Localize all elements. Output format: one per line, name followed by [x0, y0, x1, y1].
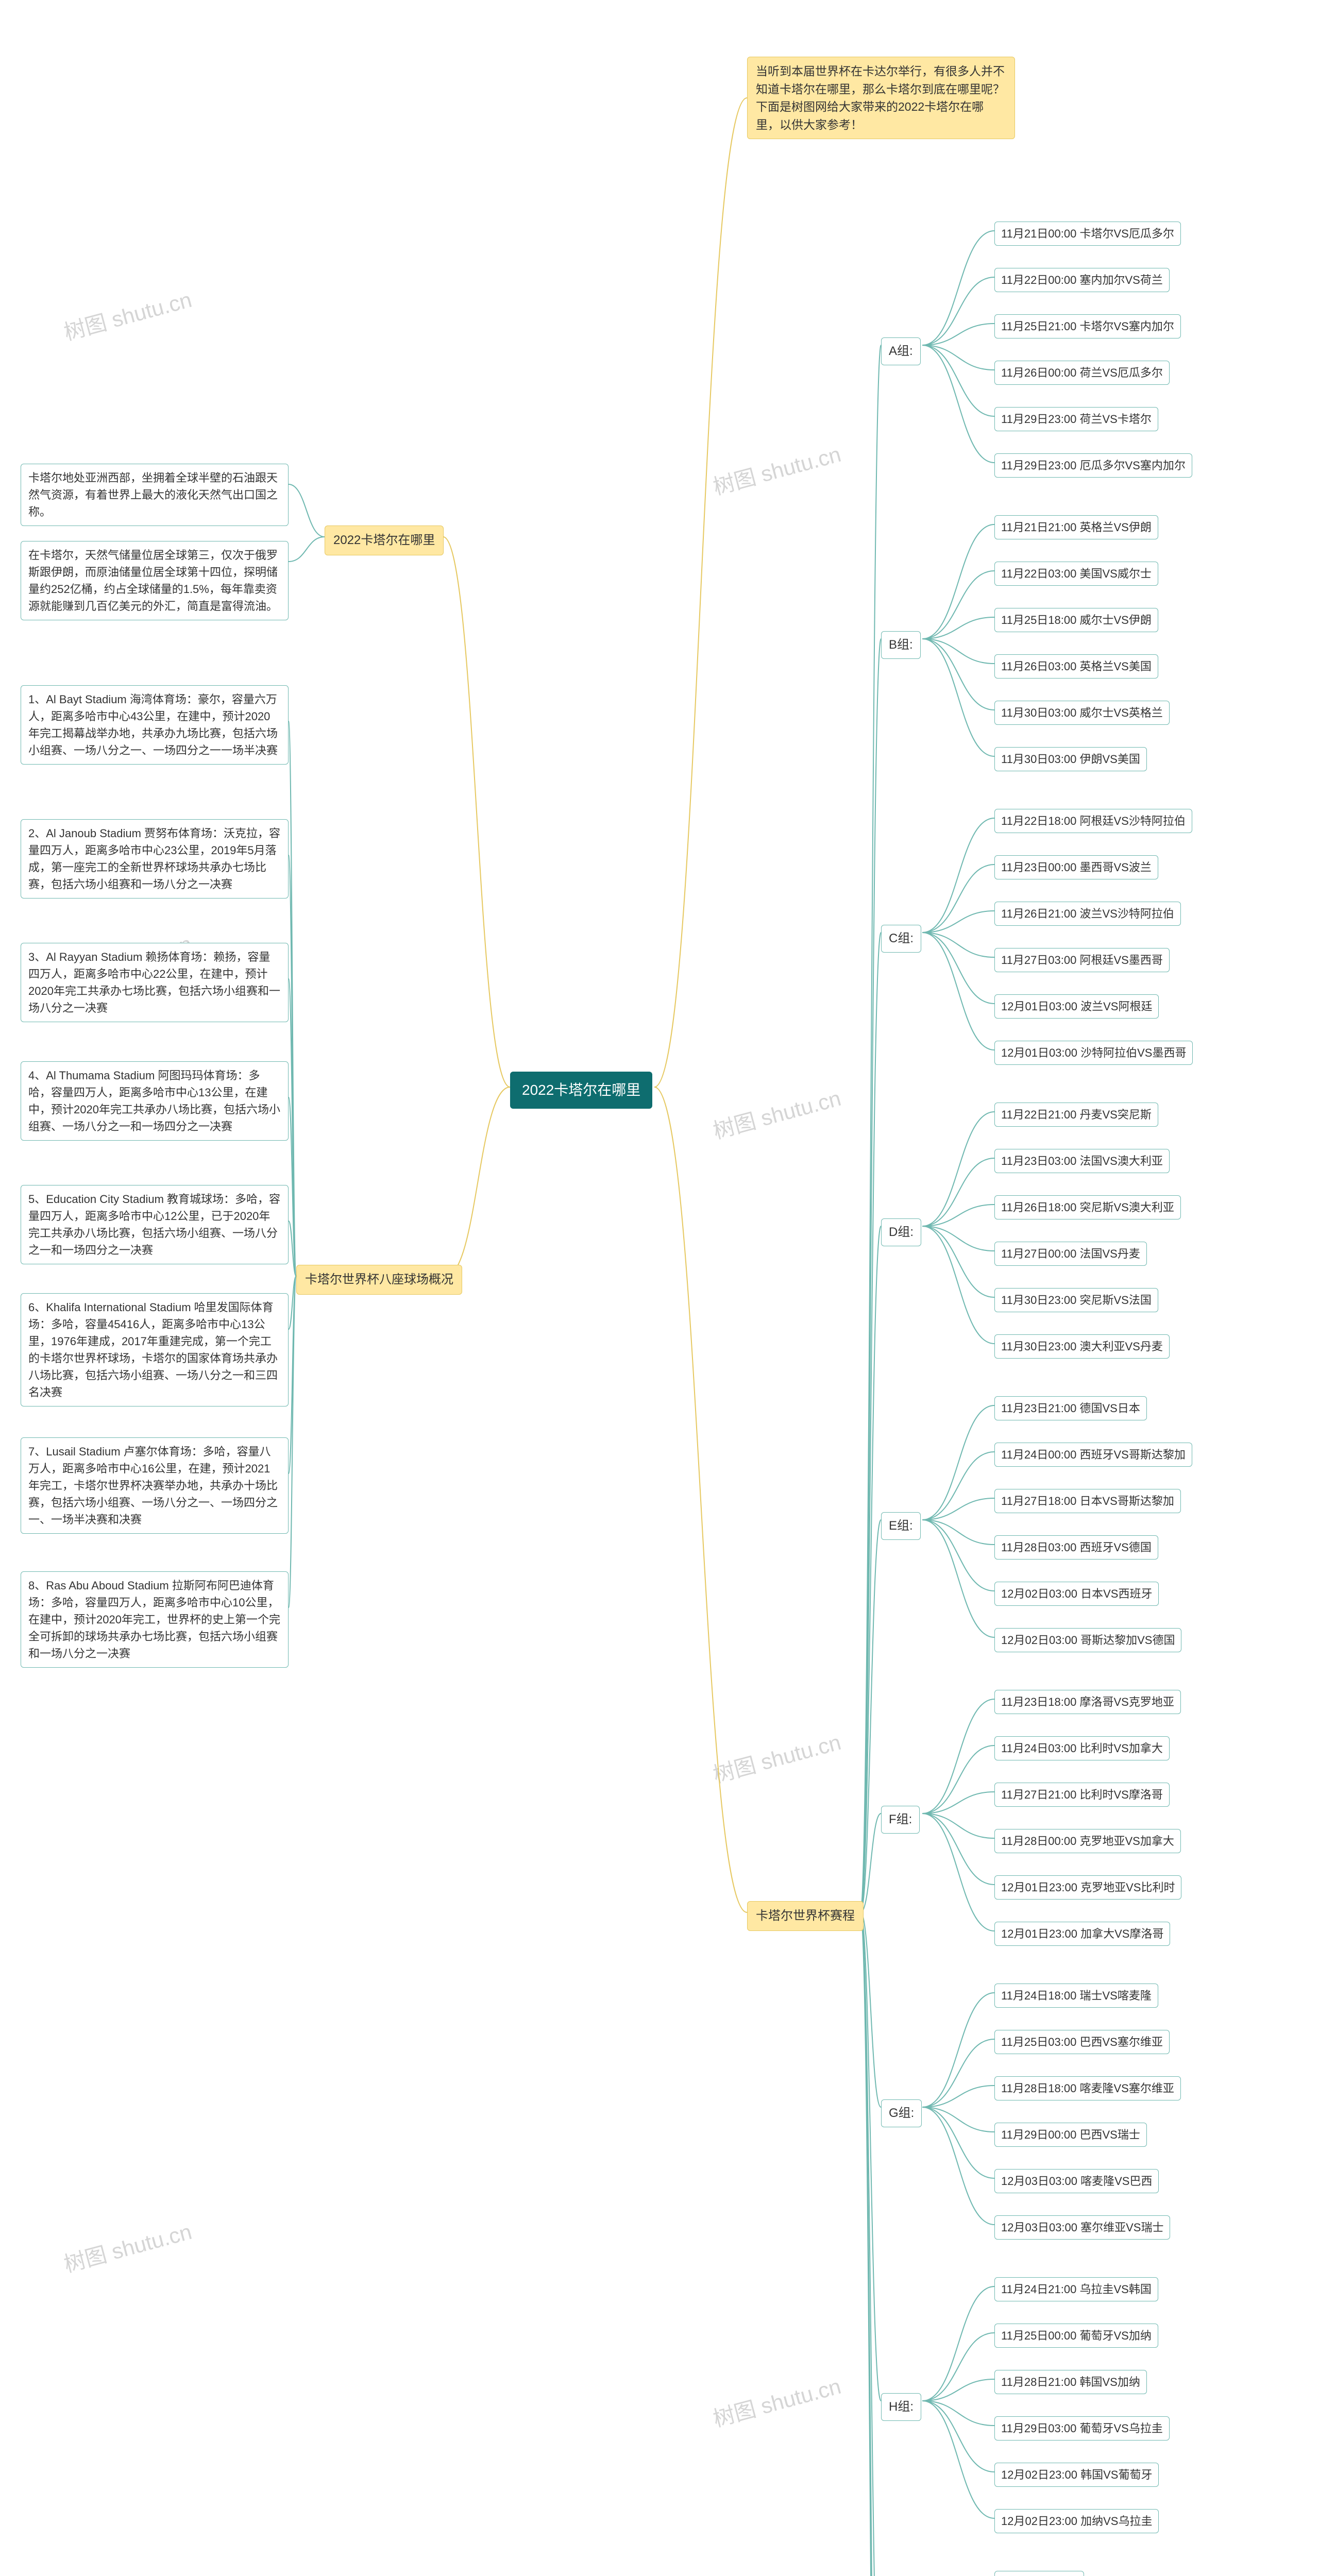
match-G-2: 11月28日18:00 喀麦隆VS塞尔维亚	[994, 2076, 1181, 2100]
match-E-2: 11月27日18:00 日本VS哥斯达黎加	[994, 1489, 1181, 1513]
group-G: G组:	[881, 2099, 922, 2127]
match-B-4: 11月30日03:00 威尔士VS英格兰	[994, 701, 1170, 725]
match-H-2: 11月28日21:00 韩国VS加纳	[994, 2370, 1147, 2394]
where-item-0: 卡塔尔地处亚洲西部，坐拥着全球半壁的石油跟天然气资源，有着世界上最大的液化天然气…	[21, 464, 289, 526]
match-H-1: 11月25日00:00 葡萄牙VS加纳	[994, 2324, 1158, 2348]
match-E-5: 12月02日03:00 哥斯达黎加VS德国	[994, 1628, 1181, 1652]
match-H-5: 12月02日23:00 加纳VS乌拉圭	[994, 2509, 1159, 2533]
match-B-3: 11月26日03:00 英格兰VS美国	[994, 654, 1158, 679]
intro-node: 当听到本届世界杯在卡达尔举行，有很多人并不知道卡塔尔在哪里，那么卡塔尔到底在哪里…	[747, 57, 1015, 139]
match-D-5: 11月30日23:00 澳大利亚VS丹麦	[994, 1334, 1170, 1359]
stadium-5: 6、Khalifa International Stadium 哈里发国际体育场…	[21, 1293, 289, 1406]
stadium-6: 7、Lusail Stadium 卢塞尔体育场：多哈，容量八万人，距离多哈市中心…	[21, 1437, 289, 1534]
match-B-0: 11月21日21:00 英格兰VS伊朗	[994, 515, 1158, 539]
stadium-7: 8、Ras Abu Aboud Stadium 拉斯阿布阿巴迪体育场：多哈，容量…	[21, 1571, 289, 1668]
match-C-4: 12月01日03:00 波兰VS阿根廷	[994, 994, 1159, 1019]
match-D-0: 11月22日21:00 丹麦VS突尼斯	[994, 1103, 1158, 1127]
match-G-3: 11月29日00:00 巴西VS瑞士	[994, 2123, 1147, 2147]
group-F: F组:	[881, 1806, 920, 1834]
match-E-3: 11月28日03:00 西班牙VS德国	[994, 1535, 1158, 1560]
group-C: C组:	[881, 925, 921, 953]
stadium-0: 1、Al Bayt Stadium 海湾体育场：豪尔，容量六万人，距离多哈市中心…	[21, 685, 289, 765]
stadium-4: 5、Education City Stadium 教育城球场：多哈，容量四万人，…	[21, 1185, 289, 1264]
match-F-5: 12月01日23:00 加拿大VS摩洛哥	[994, 1922, 1170, 1946]
match-A-4: 11月29日23:00 荷兰VS卡塔尔	[994, 407, 1158, 431]
match-H-3: 11月29日03:00 葡萄牙VS乌拉圭	[994, 2416, 1170, 2441]
where-label: 2022卡塔尔在哪里	[325, 526, 444, 555]
match-H-0: 11月24日21:00 乌拉圭VS韩国	[994, 2277, 1158, 2301]
match-D-3: 11月27日00:00 法国VS丹麦	[994, 1242, 1147, 1266]
match-G-1: 11月25日03:00 巴西VS塞尔维亚	[994, 2030, 1170, 2054]
watermark: 树图 shutu.cn	[60, 2214, 195, 2279]
group-B: B组:	[881, 631, 921, 659]
group-D: D组:	[881, 1218, 921, 1246]
watermark: 树图 shutu.cn	[709, 2369, 844, 2433]
schedule-label: 卡塔尔世界杯赛程	[747, 1901, 864, 1931]
match-B-2: 11月25日18:00 威尔士VS伊朗	[994, 608, 1158, 632]
match-C-5: 12月01日03:00 沙特阿拉伯VS墨西哥	[994, 1041, 1193, 1065]
stadium-3: 4、Al Thumama Stadium 阿图玛玛体育场：多哈，容量四万人，距离…	[21, 1061, 289, 1141]
stadium-2: 3、Al Rayyan Stadium 赖扬体育场：赖扬，容量四万人，距离多哈市…	[21, 943, 289, 1022]
watermark: 树图 shutu.cn	[60, 282, 195, 347]
match-E-0: 11月23日21:00 德国VS日本	[994, 1396, 1147, 1420]
group-H: H组:	[881, 2393, 921, 2421]
match-D-1: 11月23日03:00 法国VS澳大利亚	[994, 1149, 1170, 1173]
match-C-3: 11月27日03:00 阿根廷VS墨西哥	[994, 948, 1170, 972]
group-E: E组:	[881, 1512, 921, 1540]
match-A-2: 11月25日21:00 卡塔尔VS塞内加尔	[994, 314, 1181, 338]
match-F-2: 11月27日21:00 比利时VS摩洛哥	[994, 1783, 1170, 1807]
match-E-1: 11月24日00:00 西班牙VS哥斯达黎加	[994, 1443, 1192, 1467]
match-A-0: 11月21日00:00 卡塔尔VS厄瓜多尔	[994, 222, 1181, 246]
match-F-4: 12月01日23:00 克罗地亚VS比利时	[994, 1875, 1181, 1900]
where-item-1: 在卡塔尔，天然气储量位居全球第三，仅次于俄罗斯跟伊朗，而原油储量位居全球第十四位…	[21, 541, 289, 620]
watermark: 树图 shutu.cn	[709, 437, 844, 501]
match-B-5: 11月30日03:00 伊朗VS美国	[994, 747, 1147, 771]
stadium-1: 2、Al Janoub Stadium 贾努布体育场：沃克拉，容量四万人，距离多…	[21, 819, 289, 899]
match-E-4: 12月02日03:00 日本VS西班牙	[994, 1582, 1159, 1606]
match-A-3: 11月26日00:00 荷兰VS厄瓜多尔	[994, 361, 1170, 385]
match-F-1: 11月24日03:00 比利时VS加拿大	[994, 1736, 1170, 1760]
match-C-1: 11月23日00:00 墨西哥VS波兰	[994, 855, 1158, 879]
root-node: 2022卡塔尔在哪里	[510, 1072, 652, 1109]
match-G-0: 11月24日18:00 瑞士VS喀麦隆	[994, 1984, 1158, 2008]
match-B-1: 11月22日03:00 美国VS威尔士	[994, 562, 1158, 586]
match-D-2: 11月26日18:00 突尼斯VS澳大利亚	[994, 1195, 1181, 1219]
match-C-0: 11月22日18:00 阿根廷VS沙特阿拉伯	[994, 809, 1192, 833]
watermark: 树图 shutu.cn	[709, 1725, 844, 1789]
match-C-2: 11月26日21:00 波兰VS沙特阿拉伯	[994, 902, 1181, 926]
match-A-1: 11月22日00:00 塞内加尔VS荷兰	[994, 268, 1170, 292]
match-A-5: 11月29日23:00 厄瓜多尔VS塞内加尔	[994, 453, 1192, 478]
match-D-4: 11月30日23:00 突尼斯VS法国	[994, 1288, 1158, 1312]
match-G-5: 12月03日03:00 塞尔维亚VS瑞士	[994, 2215, 1170, 2240]
watermark: 树图 shutu.cn	[709, 1081, 844, 1145]
match-F-0: 11月23日18:00 摩洛哥VS克罗地亚	[994, 1690, 1181, 1714]
match-G-4: 12月03日03:00 喀麦隆VS巴西	[994, 2169, 1159, 2193]
match-H-4: 12月02日23:00 韩国VS葡萄牙	[994, 2463, 1159, 2487]
stadiums-label: 卡塔尔世界杯八座球场概况	[296, 1265, 462, 1295]
match-F-3: 11月28日00:00 克罗地亚VS加拿大	[994, 1829, 1181, 1853]
group-A: A组:	[881, 337, 921, 365]
match-R16-0: 12月03日23:00	[994, 2571, 1084, 2576]
